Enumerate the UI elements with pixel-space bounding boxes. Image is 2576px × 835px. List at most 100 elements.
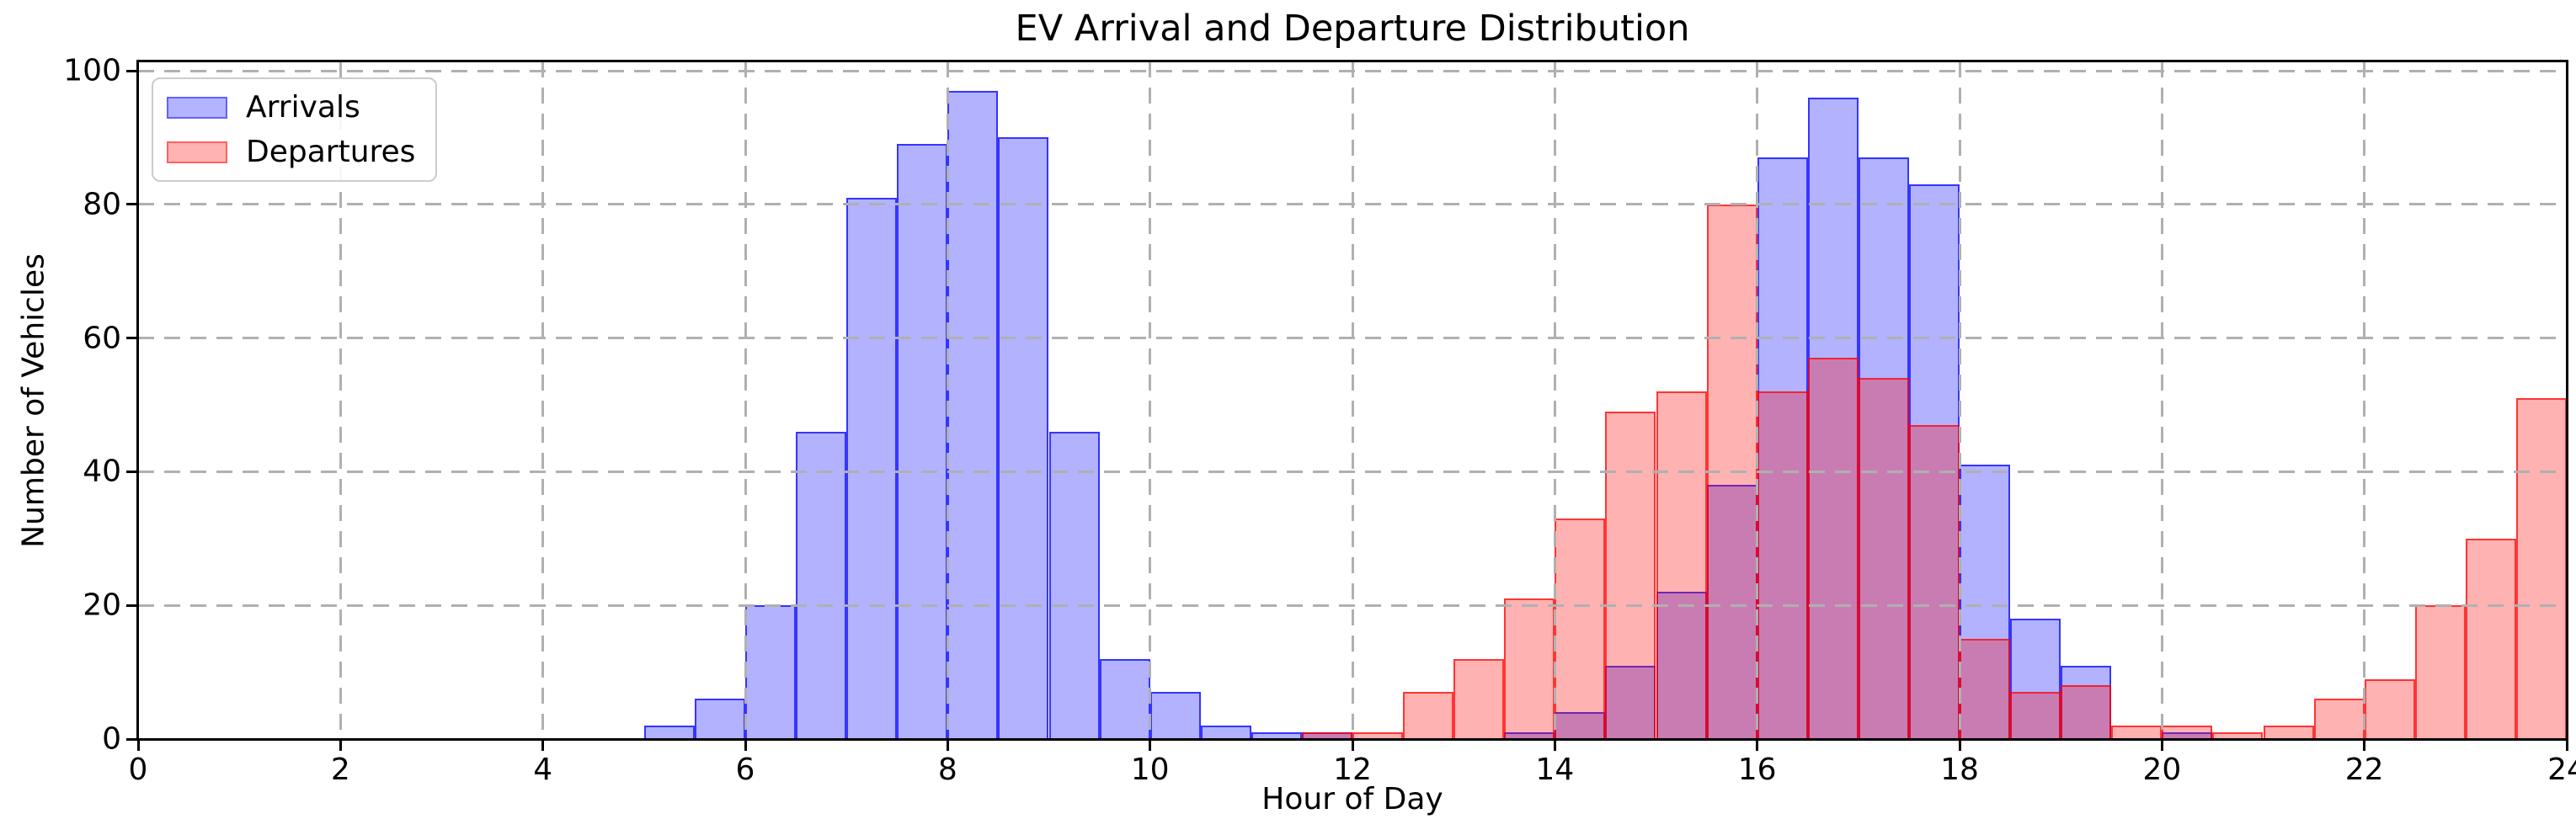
x-tick-16 — [1756, 739, 1759, 751]
bar-departures — [2111, 726, 2163, 739]
bar-arrivals — [897, 144, 948, 739]
x-tick-18 — [1958, 739, 1961, 751]
bar-departures — [2465, 538, 2516, 739]
bar-arrivals — [796, 431, 847, 739]
x-tick-label-18: 18 — [1940, 753, 1979, 787]
bar-departures — [2162, 726, 2213, 739]
bar-arrivals — [1960, 465, 2011, 739]
bar-arrivals — [1048, 431, 1100, 739]
v-gridline-2 — [339, 61, 342, 739]
bar-departures — [1504, 598, 1555, 739]
x-tick-6 — [744, 739, 747, 751]
x-tick-2 — [339, 739, 342, 751]
x-tick-24 — [2565, 739, 2568, 751]
x-tick-12 — [1351, 739, 1354, 751]
legend-label: Arrivals — [246, 90, 360, 125]
y-tick-label-20: 20 — [83, 588, 121, 623]
x-tick-label-24: 24 — [2547, 753, 2576, 787]
x-tick-label-0: 0 — [128, 753, 148, 787]
legend-item-arrivals: Arrivals — [167, 89, 415, 125]
legend-item-departures: Departures — [167, 134, 415, 170]
v-gridline-10 — [1149, 61, 1152, 739]
x-tick-label-12: 12 — [1333, 753, 1372, 787]
x-tick-14 — [1553, 739, 1556, 751]
bar-departures — [1807, 358, 1859, 739]
bar-departures — [1656, 391, 1707, 739]
x-tick-20 — [2160, 739, 2163, 751]
x-tick-label-16: 16 — [1737, 753, 1777, 787]
v-gridline-20 — [2160, 61, 2163, 739]
plot-area — [138, 61, 2567, 739]
bar-departures — [2515, 398, 2567, 739]
legend: Arrivals Departures — [152, 77, 438, 183]
y-tick-label-60: 60 — [83, 321, 121, 355]
bar-departures — [2010, 692, 2061, 739]
v-gridline-8 — [946, 61, 949, 739]
v-gridline-22 — [2363, 61, 2366, 739]
bar-departures — [1301, 732, 1352, 739]
bar-departures — [2263, 726, 2314, 739]
x-tick-4 — [541, 739, 545, 751]
x-axis-label: Hour of Day — [1261, 782, 1443, 816]
bar-arrivals — [1200, 726, 1251, 739]
x-tick-10 — [1149, 739, 1152, 751]
x-tick-8 — [946, 739, 949, 751]
legend-swatch-departures — [167, 141, 227, 163]
bar-arrivals — [745, 605, 797, 739]
v-gridline-14 — [1553, 61, 1556, 739]
bar-arrivals — [1149, 692, 1201, 739]
bar-departures — [1757, 391, 1808, 739]
bar-departures — [1403, 692, 1454, 739]
bar-arrivals — [643, 726, 695, 739]
y-tick-label-0: 0 — [102, 721, 121, 757]
bar-departures — [2414, 605, 2466, 739]
v-gridline-4 — [541, 61, 545, 739]
x-tick-0 — [136, 739, 140, 751]
x-tick-22 — [2363, 739, 2366, 751]
v-gridline-16 — [1756, 61, 1759, 739]
bar-arrivals — [947, 90, 999, 739]
x-tick-label-2: 2 — [330, 753, 350, 787]
y-tick-40 — [126, 470, 138, 473]
bar-arrivals — [998, 137, 1049, 739]
legend-label: Departures — [246, 135, 416, 170]
chart-title: EV Arrival and Departure Distribution — [1015, 8, 1690, 50]
y-axis-label: Number of Vehicles — [16, 253, 51, 548]
v-gridline-12 — [1351, 61, 1354, 739]
y-tick-60 — [126, 337, 138, 340]
x-tick-label-6: 6 — [735, 753, 755, 787]
v-gridline-6 — [744, 61, 747, 739]
bar-departures — [1352, 732, 1404, 739]
bar-departures — [2313, 699, 2365, 739]
x-tick-label-4: 4 — [533, 753, 553, 787]
y-tick-100 — [126, 69, 138, 72]
bar-departures — [1858, 378, 1909, 739]
bar-arrivals — [846, 197, 898, 739]
bar-departures — [2061, 685, 2112, 739]
x-tick-label-14: 14 — [1535, 753, 1575, 787]
y-tick-label-40: 40 — [83, 454, 121, 489]
y-tick-20 — [126, 604, 138, 607]
legend-swatch-arrivals — [167, 96, 227, 119]
bar-arrivals — [1555, 712, 1606, 739]
bar-arrivals — [1099, 658, 1150, 739]
y-tick-0 — [126, 737, 138, 741]
v-gridline-18 — [1958, 61, 1961, 739]
y-tick-label-100: 100 — [63, 53, 121, 88]
x-tick-label-10: 10 — [1130, 753, 1170, 787]
bar-arrivals — [694, 699, 745, 739]
x-tick-label-8: 8 — [937, 753, 957, 787]
bar-departures — [1453, 658, 1505, 739]
bar-departures — [2212, 732, 2264, 739]
x-tick-label-20: 20 — [2142, 753, 2182, 787]
x-tick-label-22: 22 — [2344, 753, 2384, 787]
bar-departures — [1960, 638, 2011, 739]
y-tick-80 — [126, 203, 138, 206]
bar-departures — [2364, 678, 2415, 739]
bar-departures — [1555, 518, 1606, 739]
bar-departures — [1605, 411, 1656, 739]
bar-arrivals — [2010, 619, 2061, 739]
bar-arrivals — [1251, 732, 1302, 739]
y-tick-label-80: 80 — [83, 187, 121, 222]
